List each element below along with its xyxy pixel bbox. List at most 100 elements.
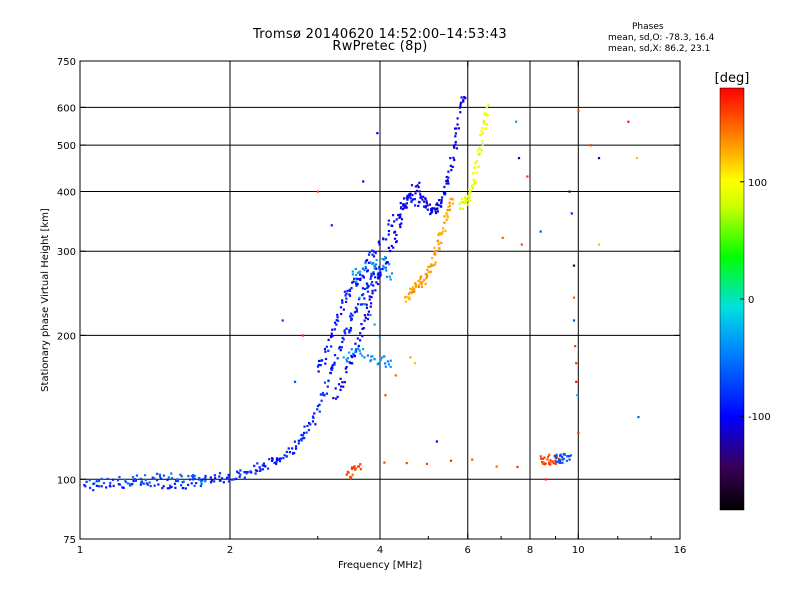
echo-point <box>565 459 569 462</box>
echo-point <box>193 477 196 480</box>
echo-point <box>351 473 354 476</box>
echo-point <box>405 202 409 205</box>
echo-point <box>170 472 173 475</box>
echo-point <box>349 315 352 318</box>
echo-point <box>382 238 385 241</box>
echo-point <box>363 356 366 359</box>
echo-point <box>350 317 353 320</box>
echo-point <box>283 454 286 457</box>
echo-point <box>346 470 349 473</box>
echo-point <box>350 312 353 315</box>
echo-point <box>428 203 432 206</box>
echo-point <box>577 109 580 113</box>
echo-point <box>419 195 423 198</box>
echo-point <box>301 434 305 437</box>
echo-point <box>333 321 337 324</box>
echo-point <box>544 462 547 465</box>
echo-point <box>454 140 457 144</box>
echo-point <box>482 113 486 116</box>
echo-point <box>344 300 348 304</box>
echo-point <box>331 367 334 370</box>
echo-point <box>97 479 101 483</box>
echo-point <box>369 313 372 317</box>
echo-point <box>456 117 459 120</box>
echo-point <box>307 428 311 432</box>
echo-point <box>102 481 106 485</box>
echo-point <box>432 264 435 267</box>
echo-point <box>365 259 369 262</box>
echo-point <box>301 334 305 337</box>
echo-point <box>433 251 436 254</box>
echo-point <box>561 458 564 461</box>
echo-point <box>407 293 410 296</box>
echo-point <box>329 371 332 375</box>
echo-point <box>226 477 229 480</box>
echo-point <box>384 262 388 265</box>
echo-point <box>413 288 416 291</box>
echo-point <box>637 415 640 419</box>
echo-point <box>358 273 362 276</box>
echo-point <box>367 310 371 313</box>
echo-point <box>291 447 294 450</box>
echo-point <box>378 274 381 277</box>
echo-point <box>359 278 362 281</box>
echo-point <box>555 460 559 464</box>
echo-point <box>568 190 571 193</box>
echo-point <box>386 360 390 363</box>
echo-point <box>543 456 546 459</box>
echo-point <box>547 462 551 465</box>
echo-point <box>422 200 426 203</box>
echo-point <box>473 183 476 186</box>
echo-point <box>368 250 371 254</box>
echo-point <box>478 165 481 168</box>
echo-point <box>471 458 474 461</box>
echo-point <box>228 475 231 478</box>
echo-point <box>214 477 217 480</box>
echo-point <box>330 368 333 371</box>
echo-point <box>417 204 420 207</box>
echo-point <box>367 285 370 288</box>
echo-point <box>379 268 382 271</box>
echo-point <box>389 278 392 281</box>
echo-point <box>485 106 488 109</box>
echo-point <box>376 273 380 276</box>
echo-point <box>381 257 384 261</box>
echo-point <box>362 347 365 351</box>
echo-point <box>227 473 230 477</box>
echo-point <box>471 187 474 190</box>
echo-point <box>394 374 397 377</box>
echo-point <box>359 352 362 355</box>
echo-point <box>325 345 328 348</box>
echo-point <box>376 282 380 286</box>
echo-point <box>419 196 422 199</box>
echo-point <box>302 431 306 435</box>
echo-point <box>314 423 317 426</box>
echo-point <box>378 243 381 246</box>
echo-point <box>362 276 365 279</box>
echo-point <box>356 283 359 286</box>
echo-point <box>548 453 551 456</box>
echo-point <box>478 152 481 155</box>
echo-point <box>166 487 169 490</box>
echo-point <box>350 467 353 471</box>
echo-point <box>378 240 381 243</box>
echo-point <box>355 307 358 310</box>
echo-point <box>353 355 356 358</box>
echo-point <box>176 480 180 483</box>
echo-point <box>378 275 381 278</box>
echo-point <box>371 355 374 358</box>
echo-point <box>301 437 304 440</box>
colorbar-label: [deg] <box>715 71 750 86</box>
echo-point <box>404 300 407 303</box>
echo-point <box>351 466 354 469</box>
echo-point <box>282 456 285 460</box>
echo-point <box>393 220 396 223</box>
echo-point <box>153 484 156 487</box>
echo-point <box>148 481 151 484</box>
echo-point <box>472 179 475 182</box>
echo-point <box>377 276 380 279</box>
echo-point <box>256 469 259 472</box>
x-axis-ticks: 1 2 4 6 8 10 16 <box>77 61 686 556</box>
echo-point <box>333 361 336 364</box>
echo-point <box>316 365 320 368</box>
